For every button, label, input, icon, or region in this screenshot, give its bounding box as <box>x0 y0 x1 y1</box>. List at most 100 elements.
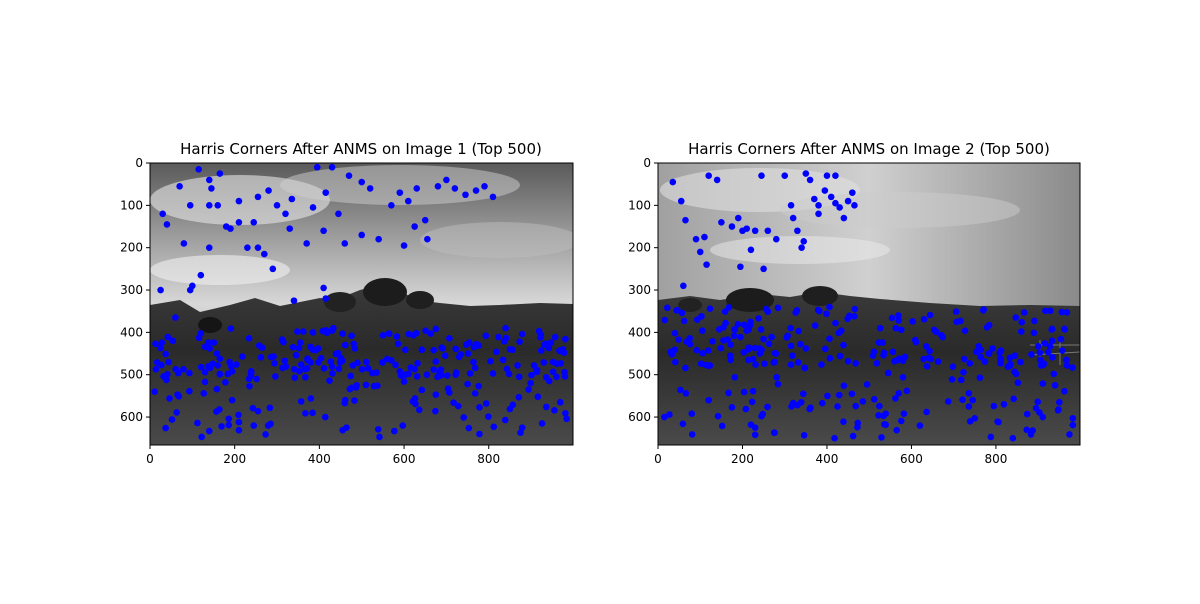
ticks-2: 0 200 400 600 800 0 100 200 300 400 500 600 <box>628 156 1007 466</box>
corner-point <box>341 341 349 349</box>
corner-point <box>797 398 805 406</box>
corner-point <box>737 263 744 271</box>
corner-point <box>878 434 885 441</box>
corner-point <box>1069 415 1077 422</box>
corner-point <box>281 357 288 365</box>
corner-point <box>975 343 982 350</box>
corner-point <box>1054 406 1062 414</box>
corner-point <box>680 317 688 325</box>
corner-point <box>774 380 782 388</box>
corner-point <box>336 359 344 366</box>
scatter-points-1 <box>151 163 570 441</box>
corner-point <box>424 235 431 243</box>
corner-point <box>734 214 742 222</box>
corner-point <box>836 352 844 360</box>
corner-point <box>309 329 317 336</box>
corner-point <box>320 284 327 292</box>
corner-point <box>168 416 176 423</box>
corner-point <box>249 404 257 412</box>
corner-point <box>923 362 931 370</box>
corner-point <box>1031 317 1038 325</box>
corner-point <box>186 369 193 377</box>
corner-point <box>264 422 272 429</box>
corner-point <box>201 368 209 376</box>
corner-point <box>1041 340 1049 347</box>
corner-point <box>245 334 253 342</box>
corner-point <box>714 412 722 420</box>
corner-point <box>705 396 712 404</box>
photo-background-2 <box>658 163 1080 445</box>
corner-point <box>162 350 169 358</box>
corner-point <box>470 358 477 366</box>
corner-point <box>358 178 366 186</box>
corner-point <box>482 332 490 340</box>
corner-point <box>705 172 712 180</box>
corner-point <box>501 416 509 424</box>
corner-point <box>1039 380 1047 387</box>
corner-point <box>296 368 303 375</box>
corner-point <box>307 395 315 402</box>
corner-point <box>432 325 440 333</box>
corner-point <box>302 409 309 417</box>
corner-point <box>322 295 330 302</box>
corner-point <box>222 223 230 230</box>
corner-point <box>663 304 671 312</box>
corner-point <box>737 333 744 341</box>
corner-point <box>164 333 172 341</box>
corner-point <box>314 345 322 352</box>
corner-point <box>851 312 858 320</box>
corner-point <box>739 227 746 235</box>
corner-point <box>292 351 300 359</box>
corner-point <box>1028 351 1035 358</box>
corner-point <box>175 393 183 400</box>
corner-point <box>846 312 853 320</box>
corner-point <box>239 353 246 360</box>
corner-point <box>562 409 569 417</box>
corner-point <box>341 240 349 247</box>
corner-point <box>487 357 494 365</box>
corner-point <box>849 432 857 440</box>
corner-point <box>464 350 472 357</box>
corner-point <box>216 170 224 177</box>
corner-point <box>1057 335 1065 343</box>
corner-point <box>854 423 861 431</box>
corner-point <box>898 417 905 425</box>
corner-point <box>198 433 205 441</box>
corner-point <box>944 398 952 405</box>
corner-point <box>385 330 393 337</box>
corner-point <box>364 365 372 372</box>
corner-point <box>996 349 1004 356</box>
corner-point <box>246 382 253 390</box>
corner-point <box>761 360 768 368</box>
corner-point <box>994 418 1001 426</box>
corner-point <box>810 195 818 203</box>
corner-point <box>960 368 967 376</box>
corner-point <box>1009 434 1017 442</box>
corner-point <box>895 312 902 319</box>
corner-point <box>899 373 907 381</box>
corner-point <box>471 364 479 372</box>
corner-point <box>826 335 833 343</box>
corner-point <box>678 309 686 317</box>
corner-point <box>280 338 287 346</box>
corner-point <box>322 326 330 334</box>
corner-point <box>1049 354 1056 361</box>
corner-point <box>158 339 166 346</box>
corner-point <box>953 318 960 326</box>
corner-point <box>535 327 543 335</box>
corner-point <box>505 370 513 378</box>
corner-point <box>527 379 534 387</box>
corner-point <box>1048 325 1056 333</box>
corner-point <box>262 431 269 438</box>
corner-point <box>1046 343 1054 350</box>
axes-frame-1 <box>149 162 574 446</box>
corner-point <box>760 265 767 273</box>
corner-point <box>180 365 187 373</box>
corner-point <box>1050 370 1058 378</box>
corner-point <box>840 214 848 222</box>
corner-point <box>462 191 469 199</box>
corner-point <box>715 326 723 333</box>
corner-point <box>884 369 892 377</box>
corner-point <box>430 366 437 373</box>
corner-point <box>823 310 830 318</box>
